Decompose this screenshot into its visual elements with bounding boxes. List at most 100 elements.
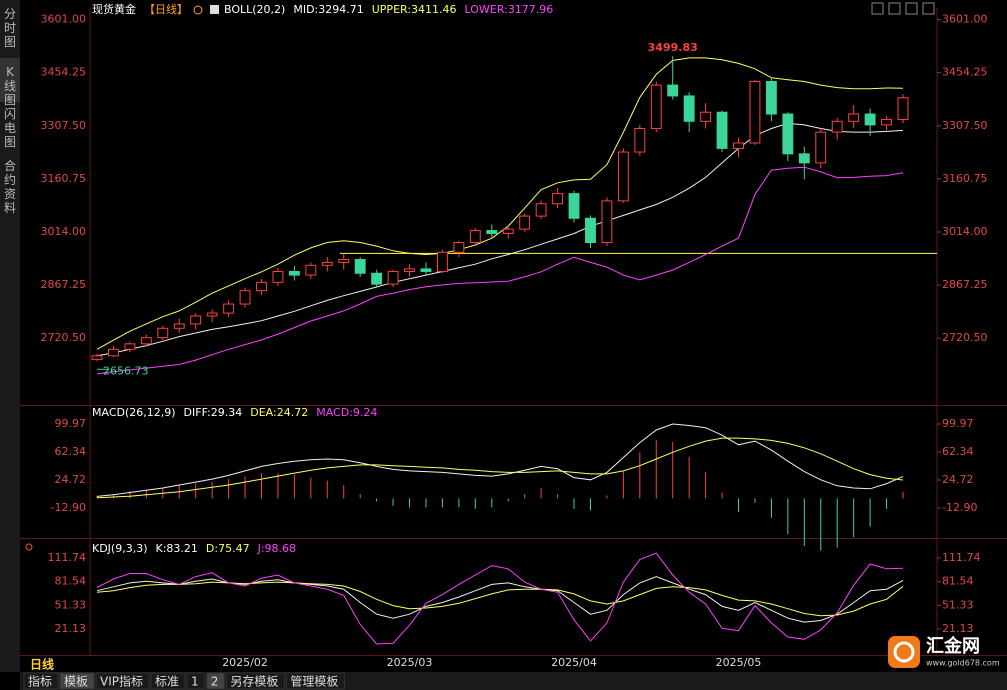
y-tick-label: 3160.75 [41,172,87,185]
header-item: D:75.47 [206,542,250,555]
candle-body [749,80,761,144]
candle-body [453,242,465,253]
candle-body [617,151,629,202]
candle-body [897,97,909,120]
header-item: K:83.21 [156,542,198,555]
sidebar-tab[interactable]: K 线图 [4,65,16,107]
logo-mark [893,641,915,663]
y-tick-label: 3014.00 [942,225,988,238]
candle-body [716,111,728,149]
y-tick-label: 51.33 [55,598,87,611]
bottom-tab[interactable]: 标准 [155,675,179,689]
indicator-line [96,166,904,375]
header-item: DIFF:29.34 [184,406,243,419]
candle-body [140,337,152,345]
tab-frame[interactable] [59,672,95,690]
candle-body [469,230,481,244]
header-item: MACD(26,12,9) [92,406,176,419]
candle-body [815,131,827,164]
bottom-tab[interactable]: 管理模板 [290,674,338,689]
x-tick-label: 2025/03 [387,656,433,669]
candle-body [305,264,317,276]
y-tick-label: -12.90 [51,501,86,514]
y-tick-label: 62.34 [942,445,974,458]
header-icon [210,5,219,14]
icon[interactable] [905,2,918,15]
candle-body [601,200,613,244]
candle-body [486,230,498,234]
tab-frame[interactable] [285,672,345,690]
bottom-tab[interactable]: 指标 [28,674,52,689]
header-icon [193,5,203,15]
icon[interactable] [871,2,884,15]
bottom-tab[interactable]: 另存模板 [230,675,278,689]
sidebar-active [0,58,20,102]
candle-body [223,303,235,314]
y-tick-label: 2867.25 [41,278,87,291]
sidebar-tab[interactable]: 闪电图 [4,107,16,149]
candle-body [256,281,267,292]
candle-body [239,290,251,305]
logo-name: 汇金网 [926,635,980,657]
candle-body [650,84,662,130]
candle-body [765,80,777,115]
header-item: 现货黄金 [92,2,136,16]
x-tick-label: 2025/05 [716,656,762,669]
tab-frame[interactable] [225,672,285,690]
candle-body [585,217,596,244]
tab-frame[interactable] [23,672,59,690]
candle-body [552,193,564,205]
x-tick-label: 2025/02 [222,656,268,669]
logo-url: www.gold678.com [926,659,1000,668]
kdj-icon [25,543,33,551]
logo-icon [888,636,920,668]
candle-body [667,84,679,97]
icon[interactable] [888,2,901,15]
candle-body [124,343,136,350]
period-label: 日线 [30,657,54,672]
candle-body [700,111,712,122]
window-icons [871,2,935,15]
candle-body [190,315,202,325]
indicator-line [96,122,904,357]
y-tick-label: 62.34 [55,445,87,458]
bottom-bar [20,672,1007,690]
y-tick-label: 3307.50 [942,119,988,132]
y-tick-label: 21.13 [942,622,974,635]
indicator-line [96,437,904,499]
bottom-tab[interactable]: 1 [191,675,199,689]
y-tick-label: 3014.00 [41,225,87,238]
y-tick-label: 24.72 [942,473,974,486]
bottom-tab[interactable]: 模板 [64,675,88,689]
tab-frame[interactable] [150,672,186,690]
annotation: 2656.73 [103,364,149,377]
candle-body [288,270,300,276]
sidebar-tab[interactable]: 分时图 [4,7,16,49]
bottom-tab[interactable]: 2 [211,675,219,689]
candle-body [91,355,103,360]
candle-body [798,153,810,164]
y-tick-label: 99.97 [942,417,974,430]
sidebar-tab[interactable]: 合约资料 [4,158,16,215]
icon[interactable] [922,2,935,15]
candle-body [864,113,876,126]
candle-body [634,128,646,153]
bottom-tab[interactable]: VIP指标 [100,674,143,689]
tab-frame[interactable] [206,672,225,690]
y-tick-label: 81.54 [55,575,87,588]
indicator-line [96,423,904,497]
tab-frame[interactable] [95,672,150,690]
header-item: J:98.68 [257,542,296,555]
header-item: DEA:24.72 [250,406,308,419]
y-tick-label: 3454.25 [41,66,87,79]
candle-body [321,261,333,266]
y-tick-label: 111.74 [48,551,87,564]
candle-body [535,203,547,217]
candle-body [354,259,366,274]
candle-body [733,142,744,149]
y-tick-label: 3601.00 [942,13,988,26]
header-item: MACD:9.24 [316,406,377,419]
candle-body [404,268,415,272]
tab-frame[interactable] [186,672,206,690]
